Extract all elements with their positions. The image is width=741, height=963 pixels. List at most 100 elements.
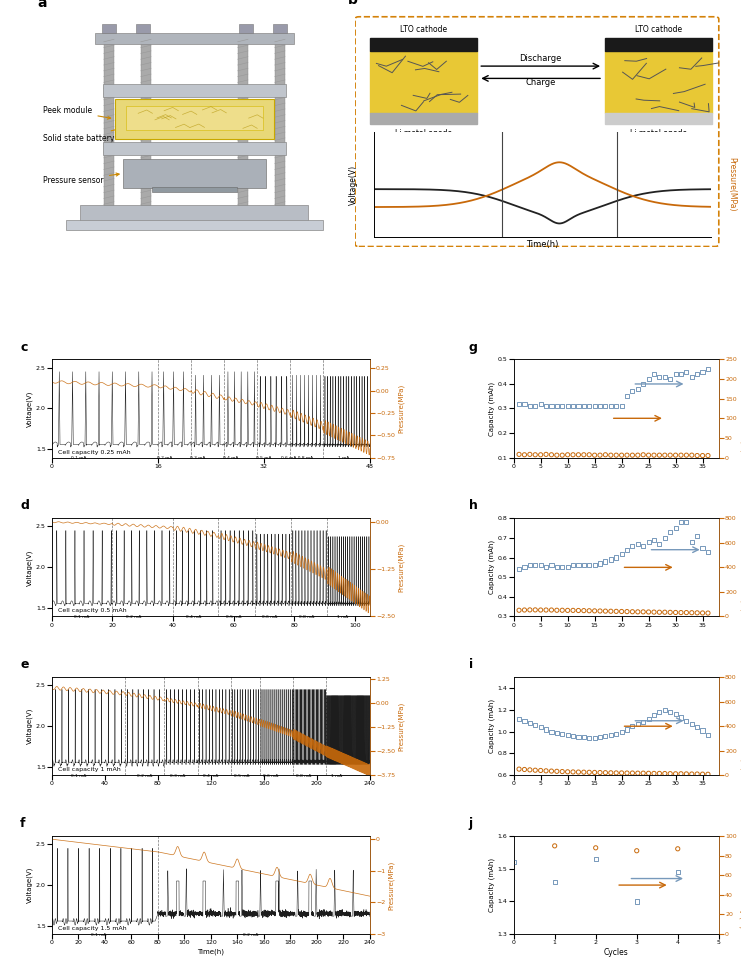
Point bbox=[632, 604, 644, 619]
Point bbox=[631, 894, 642, 909]
Point bbox=[605, 765, 617, 780]
Text: 0.5 mA: 0.5 mA bbox=[226, 615, 242, 619]
Text: 1 mA: 1 mA bbox=[331, 774, 342, 778]
Point bbox=[588, 765, 600, 780]
Point bbox=[626, 538, 638, 554]
Text: 0.5 mA: 0.5 mA bbox=[256, 456, 272, 460]
Point bbox=[697, 723, 708, 739]
Point bbox=[621, 604, 633, 619]
Text: 0.1 mA: 0.1 mA bbox=[70, 774, 86, 778]
Point bbox=[583, 765, 595, 780]
Point bbox=[686, 605, 698, 620]
Point bbox=[583, 399, 595, 414]
Y-axis label: Voltage(V): Voltage(V) bbox=[27, 549, 33, 586]
Point bbox=[513, 711, 525, 726]
Point bbox=[611, 726, 622, 742]
Point bbox=[642, 604, 654, 619]
Text: d: d bbox=[20, 500, 29, 512]
Point bbox=[664, 372, 676, 387]
Point bbox=[686, 448, 698, 463]
Point bbox=[524, 399, 536, 414]
Point bbox=[588, 448, 600, 463]
Point bbox=[616, 604, 628, 619]
Point bbox=[578, 558, 590, 573]
Point bbox=[637, 715, 649, 730]
Point bbox=[605, 604, 617, 619]
Point bbox=[697, 606, 708, 621]
Text: 0.2 mA: 0.2 mA bbox=[157, 456, 172, 460]
Point bbox=[691, 767, 703, 782]
Point bbox=[529, 399, 541, 414]
Bar bbox=[605, 38, 711, 51]
Bar bbox=[238, 36, 248, 221]
Point bbox=[519, 713, 531, 728]
Point bbox=[583, 731, 595, 746]
Point bbox=[686, 534, 698, 550]
Point bbox=[578, 447, 590, 462]
Point bbox=[529, 558, 541, 573]
Point bbox=[659, 702, 671, 717]
Point bbox=[691, 448, 703, 463]
Text: 0.3 mA: 0.3 mA bbox=[190, 456, 205, 460]
Point bbox=[631, 843, 642, 858]
Bar bbox=[102, 24, 116, 33]
Point bbox=[573, 558, 585, 573]
Point bbox=[642, 448, 654, 463]
Point bbox=[672, 865, 684, 880]
Y-axis label: Capacity (mAh): Capacity (mAh) bbox=[488, 699, 495, 753]
Bar bbox=[370, 113, 476, 124]
Point bbox=[567, 447, 579, 462]
Point bbox=[524, 762, 536, 777]
Y-axis label: Coulombic efficiency (%): Coulombic efficiency (%) bbox=[740, 683, 741, 769]
Point bbox=[540, 763, 552, 778]
Text: Li metal anode: Li metal anode bbox=[394, 129, 452, 138]
Point bbox=[611, 766, 622, 781]
Point bbox=[545, 724, 557, 740]
Point bbox=[659, 766, 671, 781]
Point bbox=[513, 603, 525, 618]
Point bbox=[567, 558, 579, 573]
Point bbox=[594, 603, 606, 618]
Y-axis label: Pressure(MPa): Pressure(MPa) bbox=[398, 702, 405, 751]
Point bbox=[611, 550, 622, 565]
Point bbox=[594, 448, 606, 463]
Point bbox=[519, 447, 531, 462]
Point bbox=[691, 605, 703, 620]
Text: g: g bbox=[468, 341, 477, 353]
Point bbox=[616, 724, 628, 740]
Bar bbox=[103, 143, 285, 155]
Point bbox=[670, 520, 682, 535]
Point bbox=[675, 514, 687, 530]
Point bbox=[664, 524, 676, 539]
Point bbox=[654, 448, 665, 463]
Point bbox=[551, 448, 562, 463]
Y-axis label: Pressure(MPa): Pressure(MPa) bbox=[398, 384, 405, 433]
Point bbox=[648, 448, 660, 463]
Point bbox=[680, 605, 692, 620]
Y-axis label: Capacity (mAh): Capacity (mAh) bbox=[488, 858, 495, 912]
Text: 0.8 mA: 0.8 mA bbox=[296, 774, 311, 778]
Point bbox=[562, 603, 574, 618]
Point bbox=[675, 367, 687, 382]
Point bbox=[670, 367, 682, 382]
Point bbox=[529, 763, 541, 778]
Text: 0.1 mA: 0.1 mA bbox=[90, 933, 106, 937]
Point bbox=[524, 602, 536, 617]
Y-axis label: Pressure(MPa): Pressure(MPa) bbox=[398, 543, 405, 592]
Bar bbox=[104, 36, 114, 221]
Point bbox=[697, 448, 708, 463]
Point bbox=[691, 367, 703, 382]
Point bbox=[540, 560, 552, 575]
Point bbox=[654, 536, 665, 552]
Point bbox=[535, 763, 547, 778]
Text: Li metal anode: Li metal anode bbox=[630, 129, 687, 138]
Point bbox=[616, 399, 628, 414]
Bar bbox=[80, 205, 308, 221]
Bar bbox=[370, 38, 476, 51]
Point bbox=[702, 361, 714, 377]
Point bbox=[556, 764, 568, 779]
Point bbox=[573, 729, 585, 744]
Point bbox=[605, 399, 617, 414]
Bar bbox=[141, 36, 151, 221]
Point bbox=[605, 552, 617, 567]
